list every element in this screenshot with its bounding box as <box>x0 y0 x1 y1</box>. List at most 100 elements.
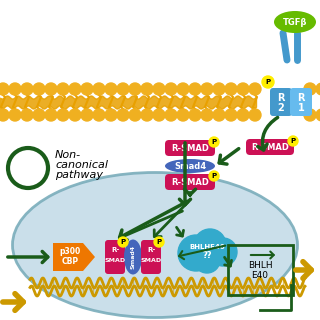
Circle shape <box>316 109 320 121</box>
Circle shape <box>194 247 220 273</box>
Text: R-: R- <box>147 247 155 253</box>
Text: pathway: pathway <box>55 170 103 180</box>
Circle shape <box>237 83 249 95</box>
Text: R-SMAD: R-SMAD <box>251 142 289 151</box>
Circle shape <box>165 109 177 121</box>
Circle shape <box>141 109 153 121</box>
Text: P: P <box>120 239 125 245</box>
Text: P: P <box>291 138 296 144</box>
FancyBboxPatch shape <box>290 88 312 116</box>
Text: Non-: Non- <box>55 150 81 160</box>
Text: 1: 1 <box>298 103 304 113</box>
Circle shape <box>237 109 249 121</box>
Circle shape <box>262 76 274 88</box>
Text: SMAD: SMAD <box>140 258 162 262</box>
Text: Smad4: Smad4 <box>174 162 206 171</box>
Text: R-SMAD: R-SMAD <box>171 178 209 187</box>
Text: 2: 2 <box>278 103 284 113</box>
Circle shape <box>141 83 153 95</box>
Ellipse shape <box>165 159 215 173</box>
Circle shape <box>129 83 141 95</box>
Circle shape <box>118 237 128 247</box>
Text: CBP: CBP <box>61 258 79 267</box>
FancyBboxPatch shape <box>141 240 161 274</box>
Bar <box>228 245 293 295</box>
FancyBboxPatch shape <box>105 240 125 274</box>
Circle shape <box>33 109 45 121</box>
Text: TGFβ: TGFβ <box>283 18 307 27</box>
Circle shape <box>0 83 9 95</box>
Circle shape <box>154 237 164 247</box>
Circle shape <box>21 83 33 95</box>
Circle shape <box>57 109 69 121</box>
Text: P: P <box>212 139 217 145</box>
Circle shape <box>189 109 201 121</box>
Text: p300: p300 <box>60 247 81 257</box>
Text: P: P <box>265 79 271 85</box>
Circle shape <box>153 109 165 121</box>
Circle shape <box>178 235 214 271</box>
Circle shape <box>45 83 57 95</box>
FancyBboxPatch shape <box>246 139 294 155</box>
Circle shape <box>194 229 226 261</box>
Circle shape <box>93 109 105 121</box>
Text: Smad4: Smad4 <box>131 245 135 269</box>
Circle shape <box>201 83 213 95</box>
Circle shape <box>93 83 105 95</box>
Circle shape <box>9 83 21 95</box>
Circle shape <box>209 171 219 181</box>
Circle shape <box>177 109 189 121</box>
Circle shape <box>105 83 117 95</box>
Circle shape <box>209 137 219 147</box>
Circle shape <box>201 109 213 121</box>
Circle shape <box>105 109 117 121</box>
FancyBboxPatch shape <box>165 140 215 156</box>
Circle shape <box>0 109 9 121</box>
Circle shape <box>225 83 237 95</box>
Text: SMAD: SMAD <box>104 258 125 262</box>
Circle shape <box>304 109 316 121</box>
Circle shape <box>69 83 81 95</box>
Text: P: P <box>212 173 217 179</box>
Circle shape <box>225 109 237 121</box>
Ellipse shape <box>274 11 316 33</box>
Circle shape <box>117 109 129 121</box>
Circle shape <box>81 109 93 121</box>
Circle shape <box>213 83 225 95</box>
FancyBboxPatch shape <box>270 88 292 116</box>
Text: canonical: canonical <box>55 160 108 170</box>
Circle shape <box>249 109 261 121</box>
Text: P: P <box>156 239 162 245</box>
Circle shape <box>304 83 316 95</box>
Circle shape <box>117 83 129 95</box>
Circle shape <box>81 83 93 95</box>
Circle shape <box>189 83 201 95</box>
Circle shape <box>209 238 237 266</box>
Circle shape <box>316 83 320 95</box>
Circle shape <box>249 83 261 95</box>
Circle shape <box>9 109 21 121</box>
Text: R: R <box>297 93 305 103</box>
Circle shape <box>33 83 45 95</box>
Text: ??: ?? <box>202 252 212 260</box>
Text: R: R <box>277 93 285 103</box>
Circle shape <box>129 109 141 121</box>
Circle shape <box>213 109 225 121</box>
Circle shape <box>69 109 81 121</box>
Text: R-: R- <box>111 247 119 253</box>
FancyBboxPatch shape <box>165 174 215 190</box>
Circle shape <box>21 109 33 121</box>
Text: E40: E40 <box>252 271 268 281</box>
Circle shape <box>57 83 69 95</box>
Ellipse shape <box>124 239 142 275</box>
Ellipse shape <box>12 172 298 317</box>
Circle shape <box>153 83 165 95</box>
Circle shape <box>45 109 57 121</box>
Text: BHLH: BHLH <box>248 261 272 270</box>
Circle shape <box>288 136 298 146</box>
Text: BHLHE40: BHLHE40 <box>189 244 225 250</box>
Circle shape <box>165 83 177 95</box>
Polygon shape <box>53 243 95 271</box>
Circle shape <box>177 83 189 95</box>
Text: R-SMAD: R-SMAD <box>171 143 209 153</box>
